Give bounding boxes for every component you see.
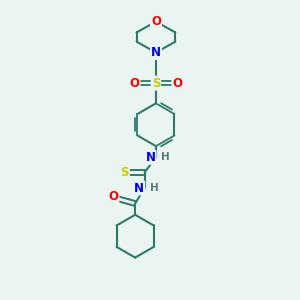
- Text: N: N: [151, 46, 161, 59]
- Text: S: S: [152, 76, 160, 90]
- Text: N: N: [134, 182, 144, 194]
- Text: H: H: [161, 152, 170, 162]
- Text: O: O: [172, 76, 182, 90]
- Text: O: O: [108, 190, 118, 203]
- Text: H: H: [150, 183, 158, 193]
- Text: N: N: [146, 151, 156, 164]
- Text: S: S: [121, 166, 129, 179]
- Text: O: O: [151, 15, 161, 28]
- Text: O: O: [130, 76, 140, 90]
